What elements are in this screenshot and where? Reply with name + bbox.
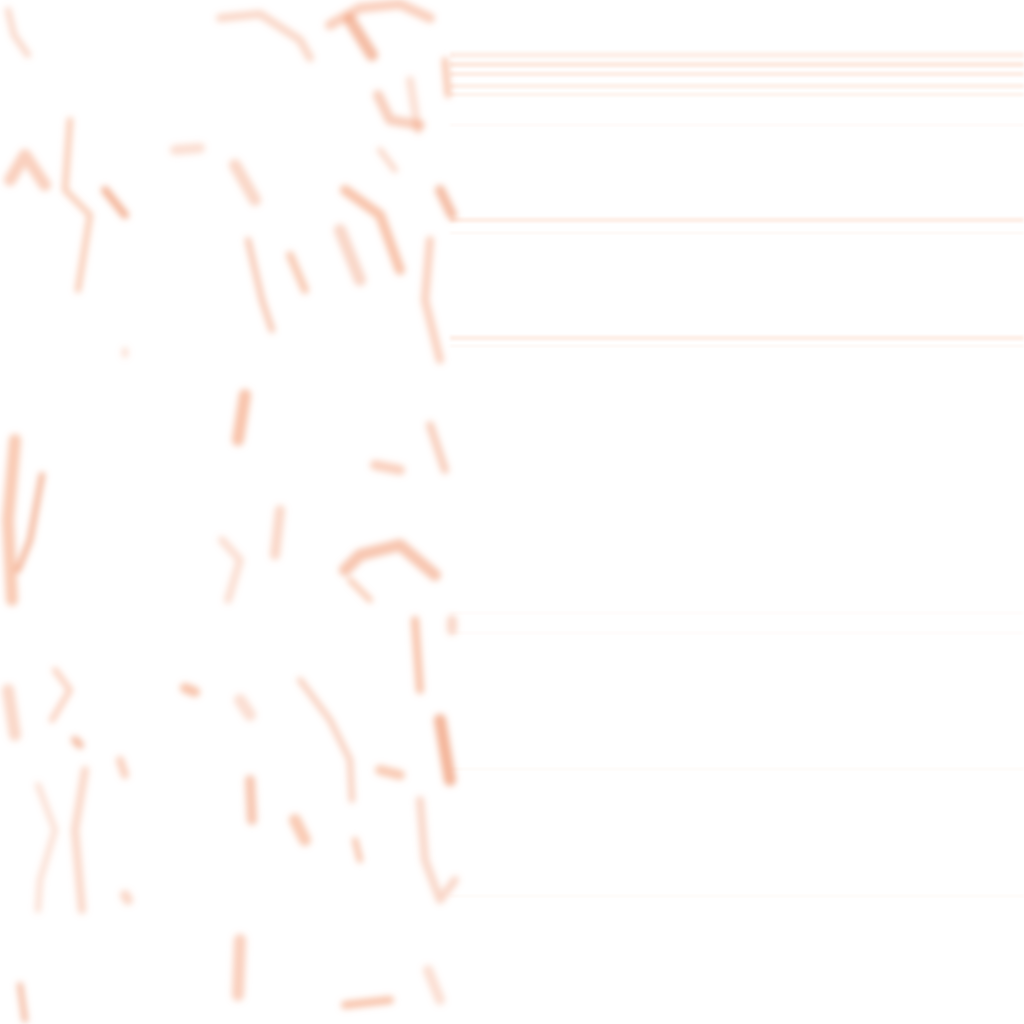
orange-blotch bbox=[71, 766, 89, 914]
orange-blotch bbox=[62, 117, 93, 293]
orange-blotch bbox=[120, 890, 133, 905]
orange-blotch bbox=[232, 389, 251, 446]
streak bbox=[450, 232, 1024, 234]
orange-blotch bbox=[297, 677, 355, 803]
orange-blotch bbox=[341, 996, 394, 1009]
orange-blotch bbox=[2, 434, 21, 606]
orange-blotch bbox=[35, 782, 58, 913]
orange-blotch bbox=[375, 765, 405, 780]
orange-blotch bbox=[180, 683, 200, 697]
orange-blotch bbox=[5, 7, 31, 58]
streak bbox=[450, 72, 1024, 76]
orange-blotch bbox=[344, 14, 378, 61]
orange-blotch bbox=[245, 237, 275, 333]
orange-blotch bbox=[411, 616, 424, 694]
orange-blotch bbox=[339, 539, 441, 581]
orange-blotch bbox=[421, 236, 444, 364]
streak bbox=[450, 84, 1024, 88]
orange-blotch bbox=[49, 667, 73, 723]
orange-blotch bbox=[423, 965, 445, 1005]
orange-blotch bbox=[347, 577, 373, 603]
streak bbox=[450, 895, 1024, 897]
orange-blotch bbox=[170, 143, 205, 155]
orange-blotch bbox=[373, 90, 425, 130]
streak bbox=[450, 124, 1024, 126]
orange-blotch bbox=[2, 684, 21, 741]
orange-blotch bbox=[435, 185, 457, 220]
orange-blotch bbox=[17, 982, 28, 1023]
orange-blotches bbox=[2, 0, 459, 1023]
orange-blotch bbox=[101, 186, 129, 219]
orange-blotch bbox=[116, 756, 129, 779]
orange-blotch bbox=[4, 149, 51, 191]
orange-blotch bbox=[229, 159, 261, 206]
orange-blotch bbox=[270, 505, 285, 560]
streak bbox=[450, 336, 1024, 340]
orange-blotch bbox=[289, 814, 311, 846]
orange-blotch bbox=[416, 796, 459, 904]
orange-blotch bbox=[71, 736, 84, 749]
orange-blotch bbox=[216, 10, 314, 62]
orange-blotch bbox=[352, 837, 363, 863]
orange-blotch bbox=[340, 185, 405, 275]
streak bbox=[450, 93, 1024, 96]
orange-blotch bbox=[325, 0, 435, 30]
streak bbox=[450, 218, 1024, 222]
orange-blotch bbox=[370, 460, 405, 475]
orange-blotch bbox=[434, 714, 456, 786]
orange-blotch bbox=[377, 147, 398, 173]
streak bbox=[450, 345, 1024, 347]
orange-blotch bbox=[426, 421, 449, 474]
orange-blotch bbox=[218, 536, 244, 604]
orange-blotch bbox=[15, 472, 45, 573]
orange-blotch bbox=[442, 57, 451, 98]
orange-blotch bbox=[234, 694, 256, 721]
streak bbox=[450, 612, 1024, 614]
orange-blotch bbox=[286, 251, 309, 294]
streak bbox=[450, 52, 1024, 58]
horizontal-streaks bbox=[450, 52, 1024, 897]
streak bbox=[450, 62, 1024, 67]
streak bbox=[450, 768, 1024, 770]
orange-blotch bbox=[232, 934, 246, 1001]
streak bbox=[450, 632, 1024, 634]
orange-blotch bbox=[334, 224, 366, 286]
orange-blotch bbox=[245, 775, 257, 825]
